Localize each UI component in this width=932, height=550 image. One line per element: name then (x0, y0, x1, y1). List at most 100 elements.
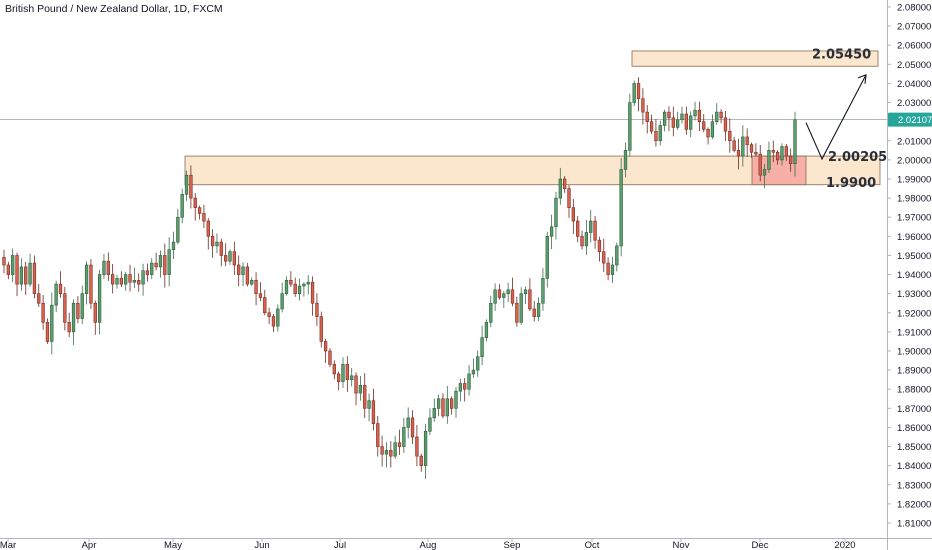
candle-up (589, 220, 593, 233)
candle-down (76, 302, 80, 319)
candle-down (602, 251, 606, 264)
candle-down (702, 121, 706, 130)
candle-up (780, 146, 784, 161)
candle-up (676, 119, 680, 128)
candle-up (558, 178, 562, 199)
candle-up (615, 245, 619, 266)
candle-down (206, 220, 210, 237)
x-tick-label: May (164, 540, 182, 550)
candle-down (515, 302, 519, 323)
candle-down (319, 316, 323, 342)
candle-up (493, 289, 497, 304)
candle-down (389, 450, 393, 457)
annotations: 2.05450 2.00205 1.9900 (812, 48, 887, 191)
candle-down (254, 279, 258, 294)
candle-down (419, 455, 423, 466)
price-axis[interactable]: 2.08000 2.07000 2.06000 2.05000 2.04000 2.030… (887, 3, 931, 530)
candle-down (210, 236, 215, 247)
candle-up (741, 136, 745, 157)
candle-up (423, 430, 428, 466)
candle-up (584, 232, 589, 247)
candle-up (297, 285, 302, 294)
candle-down (580, 236, 584, 247)
candle-up (689, 115, 693, 130)
candle-up (454, 390, 458, 409)
candle-down (789, 155, 793, 165)
x-tick-label: Apr (82, 540, 97, 550)
candle-down (163, 255, 167, 275)
y-tick-label: 2.01000 (897, 136, 931, 147)
candle-down (376, 423, 380, 447)
candle-up (132, 279, 137, 283)
candle-up (167, 249, 171, 275)
candle-up (280, 293, 284, 310)
candle-down (345, 364, 349, 380)
candle-down (232, 251, 236, 266)
price-annotation: 2.00205 (828, 150, 887, 165)
candle-down (67, 322, 71, 333)
candle-down (571, 207, 575, 222)
candle-up (467, 373, 471, 390)
candle-up (693, 109, 697, 117)
candle-down (563, 178, 567, 189)
candle-up (762, 169, 767, 176)
y-tick-label: 2.05000 (897, 60, 931, 71)
candle-down (271, 316, 276, 327)
candle-up (102, 260, 106, 275)
candle-down (728, 130, 732, 142)
candle-up (393, 442, 397, 457)
candle-down (380, 446, 384, 455)
candle-down (189, 174, 193, 199)
candle-up (523, 289, 528, 294)
x-tick-label: Oct (585, 540, 600, 550)
time-axis[interactable]: Mar Apr May Jun Jul Aug Sep Oct Nov Dec 2020 (0, 538, 856, 550)
candle-up (432, 408, 436, 419)
candle-up (536, 302, 541, 317)
candle-up (628, 102, 632, 151)
y-tick-label: 2.03000 (897, 98, 931, 109)
y-tick-label: 1.99000 (897, 175, 931, 186)
candle-up (215, 241, 219, 247)
projection-arrows (805, 74, 867, 161)
x-tick-label: Dec (752, 540, 769, 550)
y-tick-label: 1.85000 (897, 442, 931, 453)
candle-up (610, 264, 615, 275)
x-tick-label: Jul (334, 540, 346, 550)
candle-up (549, 226, 554, 237)
candle-up (141, 270, 145, 285)
candle-down (337, 373, 341, 382)
candle-up (710, 121, 715, 138)
candle-down (667, 111, 671, 119)
candle-down (89, 264, 93, 304)
candle-up (658, 125, 662, 142)
candle-up (84, 264, 89, 294)
x-tick-label: Aug (420, 540, 437, 550)
candle-down (528, 289, 532, 310)
arrow-head-icon (857, 74, 867, 84)
y-tick-label: 1.82000 (897, 499, 931, 510)
candle-up (184, 174, 189, 195)
candle-down (636, 83, 641, 100)
candle-up (228, 251, 232, 262)
candle-up (406, 417, 410, 428)
candle-down (24, 266, 28, 285)
plot-area[interactable] (0, 0, 887, 538)
candle-down (497, 289, 502, 298)
candle-down (567, 188, 571, 208)
candle-up (19, 266, 24, 285)
candle-down (128, 274, 132, 283)
candle-down (671, 117, 675, 128)
candle-down (450, 398, 454, 409)
candle-up (284, 279, 289, 294)
candle-down (645, 111, 649, 122)
candle-up (302, 283, 306, 287)
candle-down (706, 129, 710, 138)
candle-up (793, 119, 797, 165)
x-tick-label: Sep (504, 540, 521, 550)
candle-up (115, 278, 119, 285)
y-tick-label: 1.97000 (897, 213, 931, 224)
candle-up (350, 375, 354, 380)
candle-down (775, 151, 780, 161)
